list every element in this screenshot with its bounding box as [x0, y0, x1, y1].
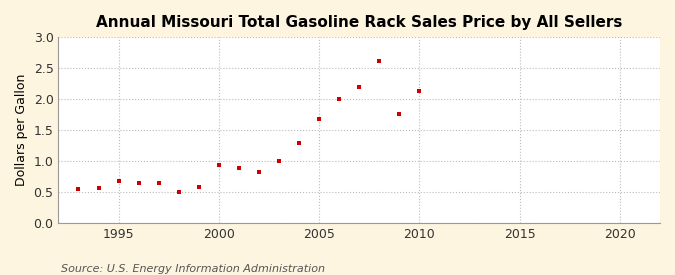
Point	[133, 180, 144, 185]
Point	[354, 85, 364, 89]
Point	[153, 181, 164, 185]
Title: Annual Missouri Total Gasoline Rack Sales Price by All Sellers: Annual Missouri Total Gasoline Rack Sale…	[96, 15, 622, 30]
Point	[93, 185, 104, 190]
Point	[273, 159, 284, 164]
Point	[113, 179, 124, 183]
Y-axis label: Dollars per Gallon: Dollars per Gallon	[15, 74, 28, 186]
Text: Source: U.S. Energy Information Administration: Source: U.S. Energy Information Administ…	[61, 264, 325, 274]
Point	[314, 117, 325, 122]
Point	[414, 89, 425, 93]
Point	[333, 97, 344, 101]
Point	[294, 141, 304, 146]
Point	[173, 190, 184, 195]
Point	[374, 59, 385, 63]
Point	[234, 166, 244, 170]
Point	[73, 186, 84, 191]
Point	[394, 112, 405, 117]
Point	[213, 163, 224, 167]
Point	[254, 170, 265, 174]
Point	[193, 185, 204, 189]
